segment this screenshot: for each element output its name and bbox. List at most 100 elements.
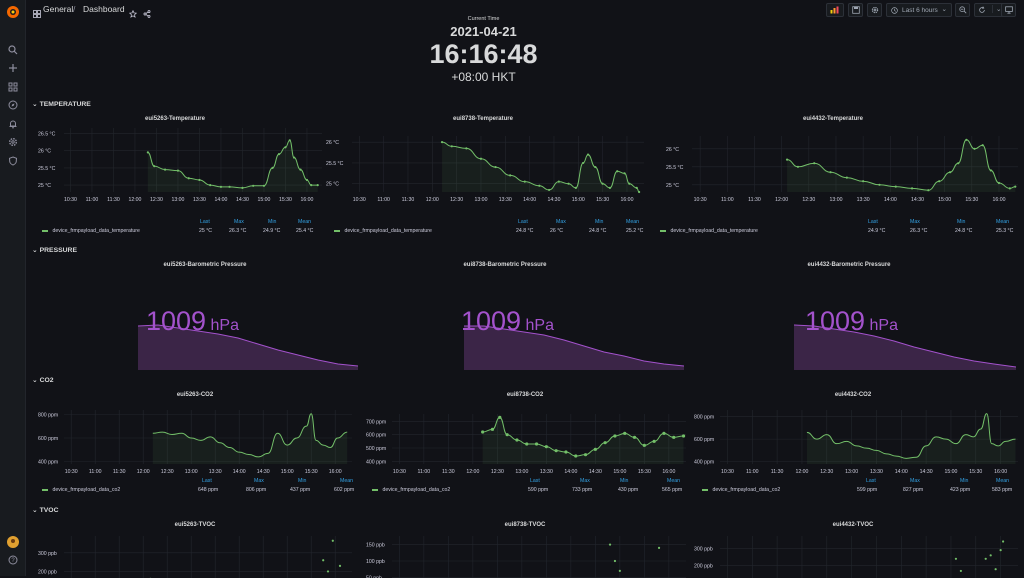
legend-header-max[interactable]: Max	[556, 219, 566, 225]
x-tick-label: 15:00	[944, 469, 957, 475]
plus-icon[interactable]	[5, 60, 21, 76]
zoom-out-button[interactable]	[955, 3, 970, 17]
add-panel-button[interactable]	[826, 3, 844, 17]
time-range-picker[interactable]: Last 6 hours ⌄	[886, 3, 952, 17]
legend-header-last[interactable]: Last	[202, 478, 212, 484]
tv-mode-button[interactable]	[1001, 3, 1016, 17]
legend-header-mean[interactable]: Mean	[667, 478, 680, 484]
stat-value: 1009 hPa	[805, 306, 898, 337]
chevron-down-icon: ⌄	[32, 377, 40, 384]
legend-header-min[interactable]: Min	[957, 219, 965, 225]
legend-row[interactable]: device_frmpayload_data_co2 648 ppm 806 p…	[42, 487, 362, 493]
legend-header-max[interactable]: Max	[234, 219, 244, 225]
legend-header-last[interactable]: Last	[530, 478, 540, 484]
data-point	[911, 187, 913, 189]
settings-button[interactable]	[867, 3, 882, 17]
data-point	[995, 568, 997, 570]
legend-header-min[interactable]: Min	[595, 219, 603, 225]
y-tick-label: 600 ppm	[694, 437, 714, 443]
legend-header-last[interactable]: Last	[866, 478, 876, 484]
refresh-button[interactable]: ⌄	[974, 3, 1004, 17]
data-point	[813, 162, 815, 164]
legend-header-mean[interactable]: Mean	[996, 478, 1009, 484]
x-tick-label: 16:00	[994, 469, 1007, 475]
clock-timezone: +08:00 HKT	[26, 69, 941, 85]
x-tick-label: 11:30	[748, 197, 761, 203]
series-color-swatch	[42, 230, 48, 232]
y-tick-label: 25.5 °C	[666, 165, 684, 171]
legend-header-min[interactable]: Min	[268, 219, 276, 225]
legend-header-last[interactable]: Last	[200, 219, 210, 225]
search-icon[interactable]	[5, 42, 21, 58]
legend-header-min[interactable]: Min	[298, 478, 306, 484]
stat-value: 1009 hPa	[461, 306, 554, 337]
row-header-co2[interactable]: ⌄ CO2	[32, 376, 54, 384]
x-tick-label: 13:30	[870, 469, 883, 475]
x-tick-label: 12:00	[795, 469, 808, 475]
legend-header-mean[interactable]: Mean	[996, 219, 1009, 225]
x-tick-label: 13:30	[857, 197, 870, 203]
clock-title: Current Time	[26, 16, 941, 22]
data-point	[895, 186, 897, 188]
legend-header-max[interactable]: Max	[254, 478, 264, 484]
x-tick-label: 15:30	[965, 197, 978, 203]
legend-header-last[interactable]: Last	[518, 219, 528, 225]
legend-header-max[interactable]: Max	[910, 219, 920, 225]
legend-header-mean[interactable]: Mean	[626, 219, 639, 225]
legend-row[interactable]: device_frmpayload_data_temperature 24.8 …	[334, 228, 654, 234]
x-tick-label: 12:30	[802, 197, 815, 203]
chevron-down-icon: ⌄	[32, 247, 40, 254]
data-point	[862, 180, 864, 182]
explore-compass-icon[interactable]	[5, 97, 21, 113]
data-point	[938, 180, 940, 182]
legend-header-last[interactable]: Last	[868, 219, 878, 225]
y-tick-label: 400 ppm	[694, 460, 714, 466]
zoom-out-icon	[959, 6, 967, 14]
breadcrumb-dashboard[interactable]: Dashboard	[83, 4, 125, 14]
data-point	[985, 558, 987, 560]
legend-header-mean[interactable]: Mean	[298, 219, 311, 225]
row-header-tvoc[interactable]: ⌄ TVOC	[32, 506, 58, 514]
data-point	[990, 169, 992, 171]
legend-header-mean[interactable]: Mean	[340, 478, 353, 484]
legend-header-min[interactable]: Min	[620, 478, 628, 484]
legend-header-max[interactable]: Max	[910, 478, 920, 484]
panel-title[interactable]: eui5263-Barometric Pressure	[60, 262, 350, 268]
legend-row[interactable]: device_frmpayload_data_co2 590 ppm 733 p…	[372, 487, 688, 493]
chevron-down-icon: ⌄	[942, 5, 947, 13]
legend-row[interactable]: device_frmpayload_data_co2 599 ppm 827 p…	[702, 487, 1022, 493]
dashboards-icon[interactable]	[5, 79, 21, 95]
series-color-swatch	[42, 489, 48, 491]
data-point	[1009, 187, 1011, 189]
x-tick-label: 13:00	[829, 197, 842, 203]
time-range-label: Last 6 hours	[902, 7, 938, 14]
legend-row[interactable]: device_frmpayload_data_temperature 25 °C…	[42, 228, 322, 234]
data-point	[973, 148, 975, 150]
grafana-logo-icon[interactable]	[5, 4, 21, 20]
data-point	[797, 166, 799, 168]
x-tick-label: 15:30	[969, 469, 982, 475]
legend-header-max[interactable]: Max	[580, 478, 590, 484]
panel-title[interactable]: eui8738-Barometric Pressure	[360, 262, 650, 268]
breadcrumb-folder[interactable]: General	[43, 4, 73, 14]
x-tick-label: 12:00	[775, 197, 788, 203]
y-tick-label: 26 °C	[666, 147, 679, 153]
series-color-swatch	[372, 489, 378, 491]
legend-header-min[interactable]: Min	[960, 478, 968, 484]
row-header-temperature[interactable]: ⌄ TEMPERATURE	[32, 100, 91, 108]
series-color-swatch	[702, 489, 708, 491]
save-button[interactable]	[848, 3, 863, 17]
data-point	[957, 162, 959, 164]
monitor-icon	[1005, 6, 1013, 14]
data-point	[998, 182, 1000, 184]
x-tick-label: 15:00	[938, 197, 951, 203]
x-tick-label: 16:00	[992, 197, 1005, 203]
legend-row[interactable]: device_frmpayload_data_temperature 24.9 …	[660, 228, 1020, 234]
add-panel-icon	[830, 6, 840, 14]
panel-title[interactable]: eui4432-Barometric Pressure	[704, 262, 994, 268]
row-header-pressure[interactable]: ⌄ PRESSURE	[32, 246, 77, 254]
clock-panel: Current Time 2021-04-21 16:16:48 +08:00 …	[26, 16, 941, 85]
